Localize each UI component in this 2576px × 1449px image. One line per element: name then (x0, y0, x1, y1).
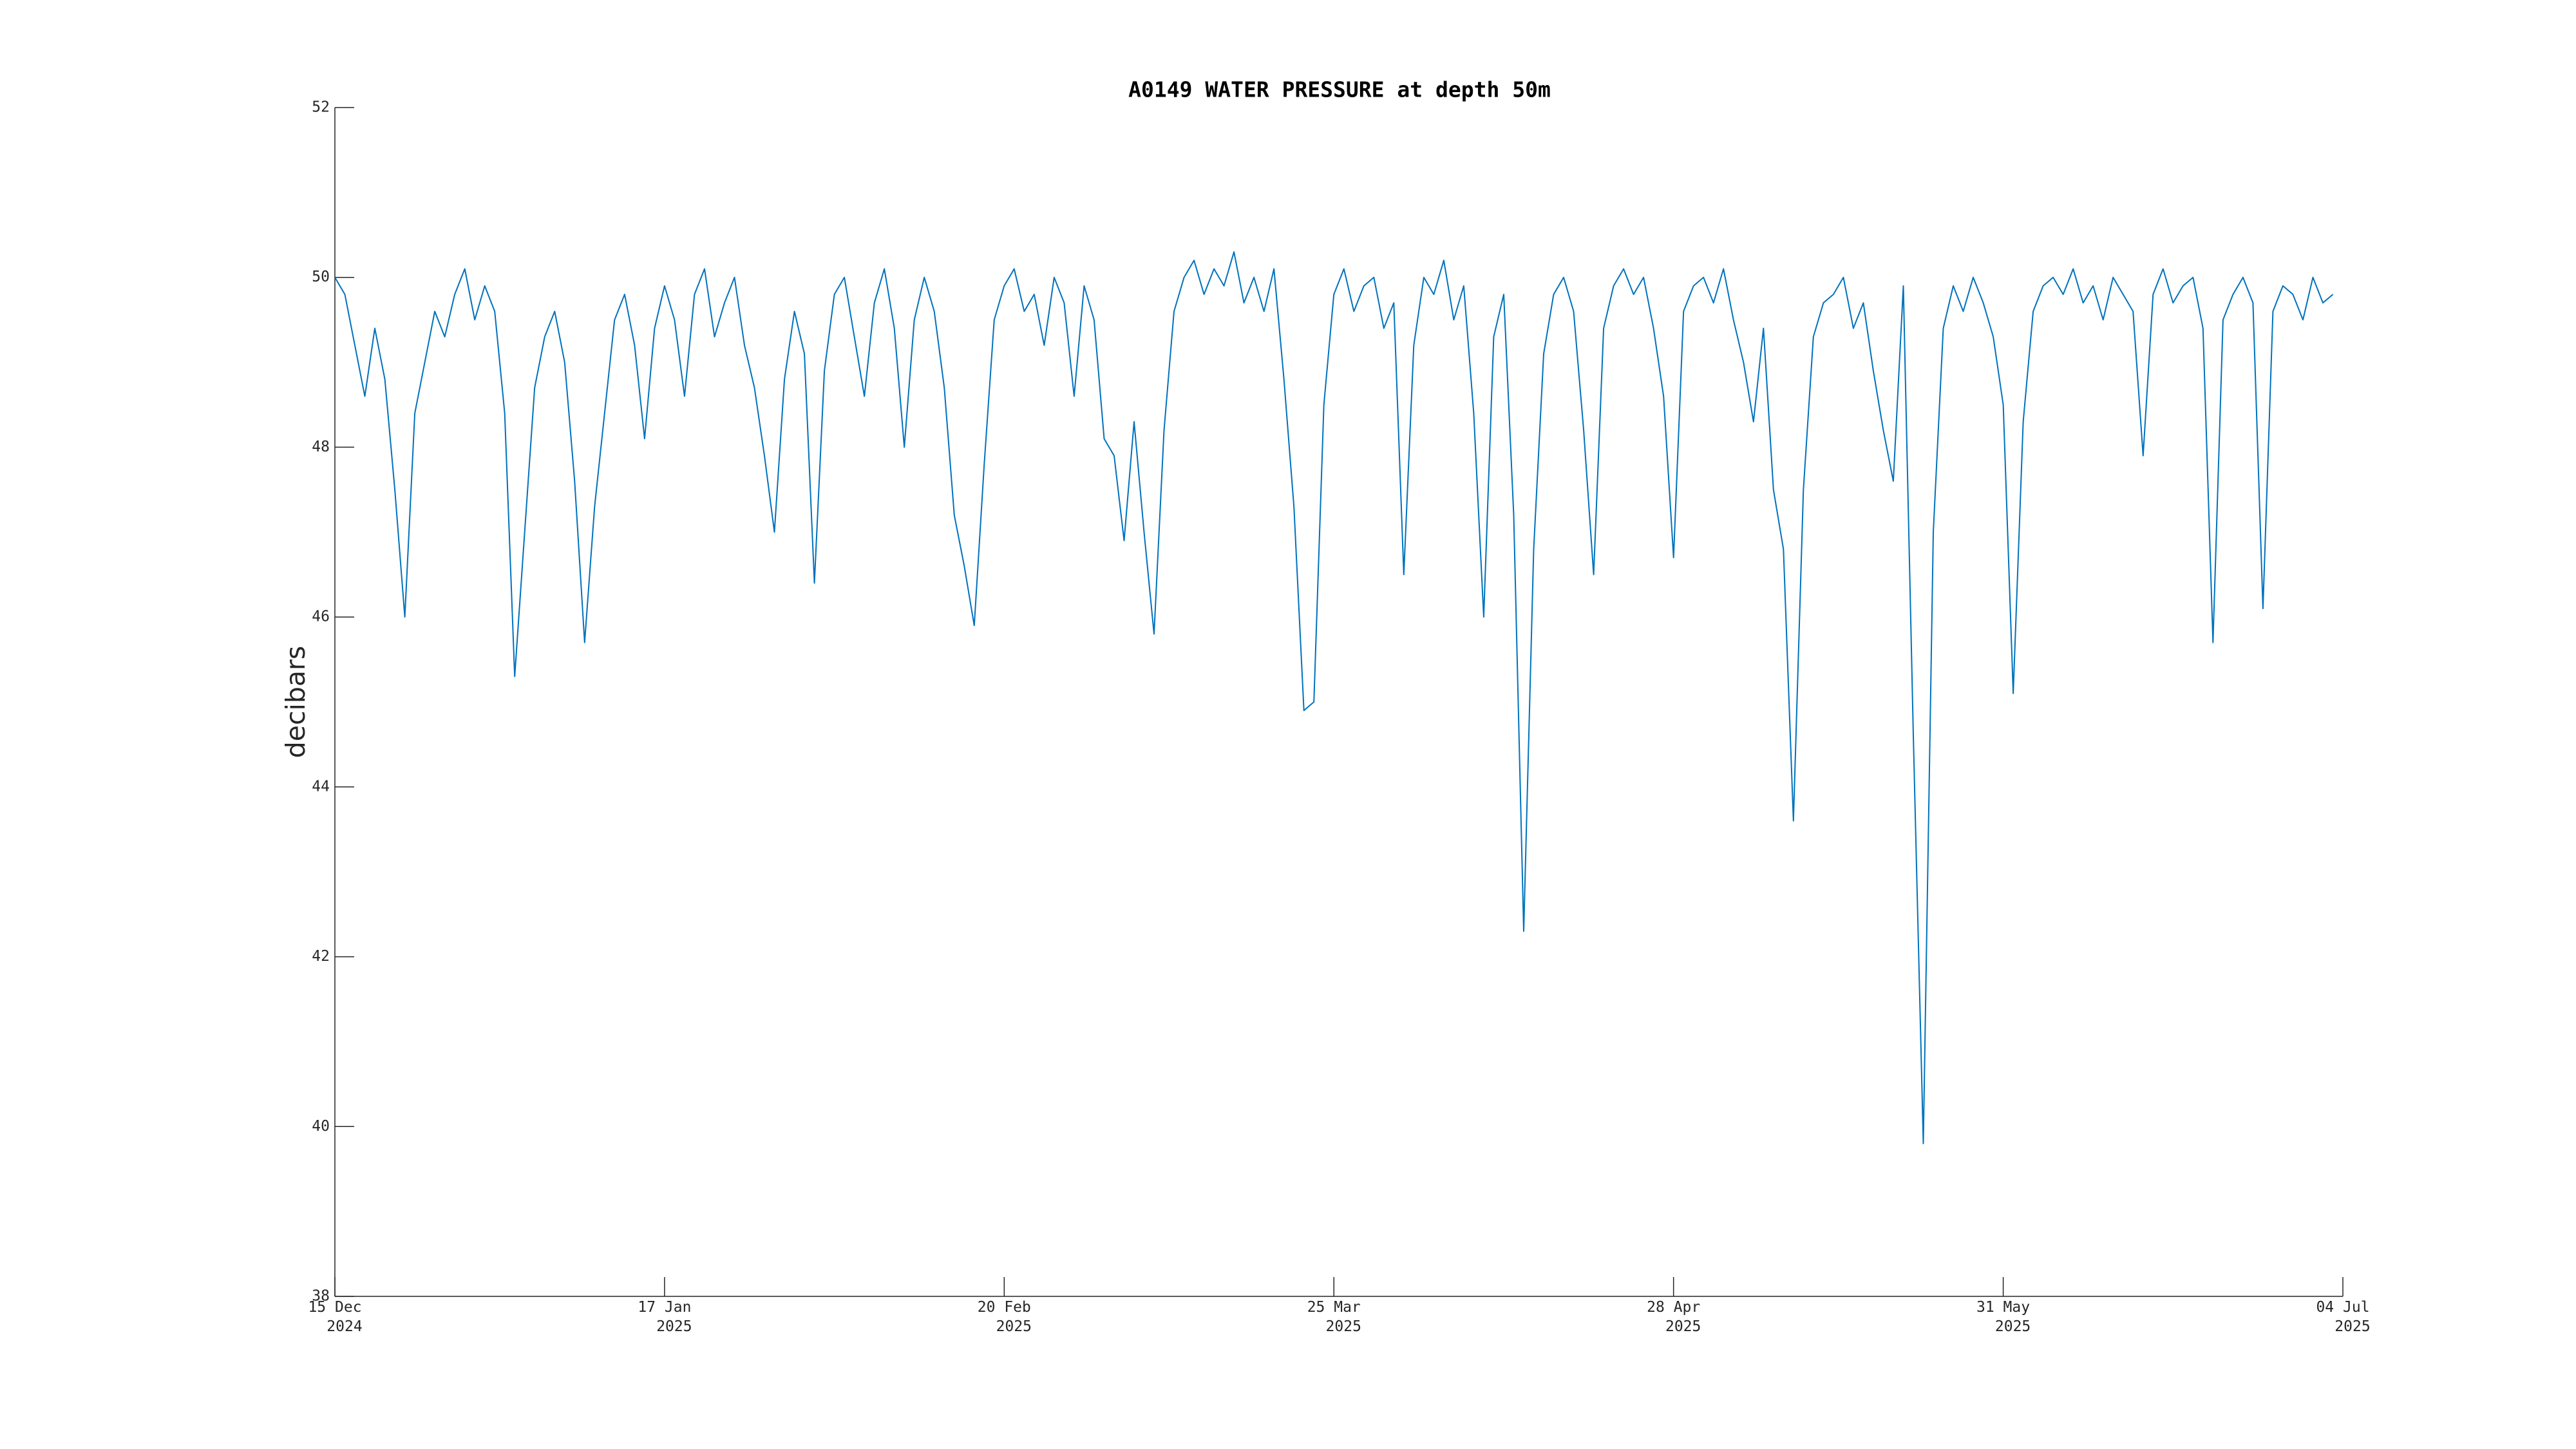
y-tick-label: 38 (312, 1288, 330, 1305)
y-tick-label: 46 (312, 609, 330, 625)
y-tick-label: 50 (312, 269, 330, 285)
y-tick-label: 40 (312, 1118, 330, 1135)
chart-title: A0149 WATER PRESSURE at depth 50m (1128, 77, 1551, 102)
x-tick-label: 31 May 2025 (1976, 1299, 2031, 1335)
x-tick-label: 17 Jan 2025 (638, 1299, 692, 1335)
x-tick-label: 04 Jul 2025 (2316, 1299, 2370, 1335)
y-tick-label: 52 (312, 99, 330, 116)
x-tick-label: 15 Dec 2024 (308, 1299, 362, 1335)
x-tick-label: 20 Feb 2025 (978, 1299, 1032, 1335)
data-line (334, 251, 2334, 1144)
x-tick-label: 25 Mar 2025 (1307, 1299, 1361, 1335)
y-tick-label: 48 (312, 439, 330, 455)
y-tick-label: 42 (312, 948, 330, 965)
y-axis-label: decibars (280, 646, 311, 759)
y-tick-label: 44 (312, 778, 330, 795)
x-tick-label: 28 Apr 2025 (1647, 1299, 1701, 1335)
